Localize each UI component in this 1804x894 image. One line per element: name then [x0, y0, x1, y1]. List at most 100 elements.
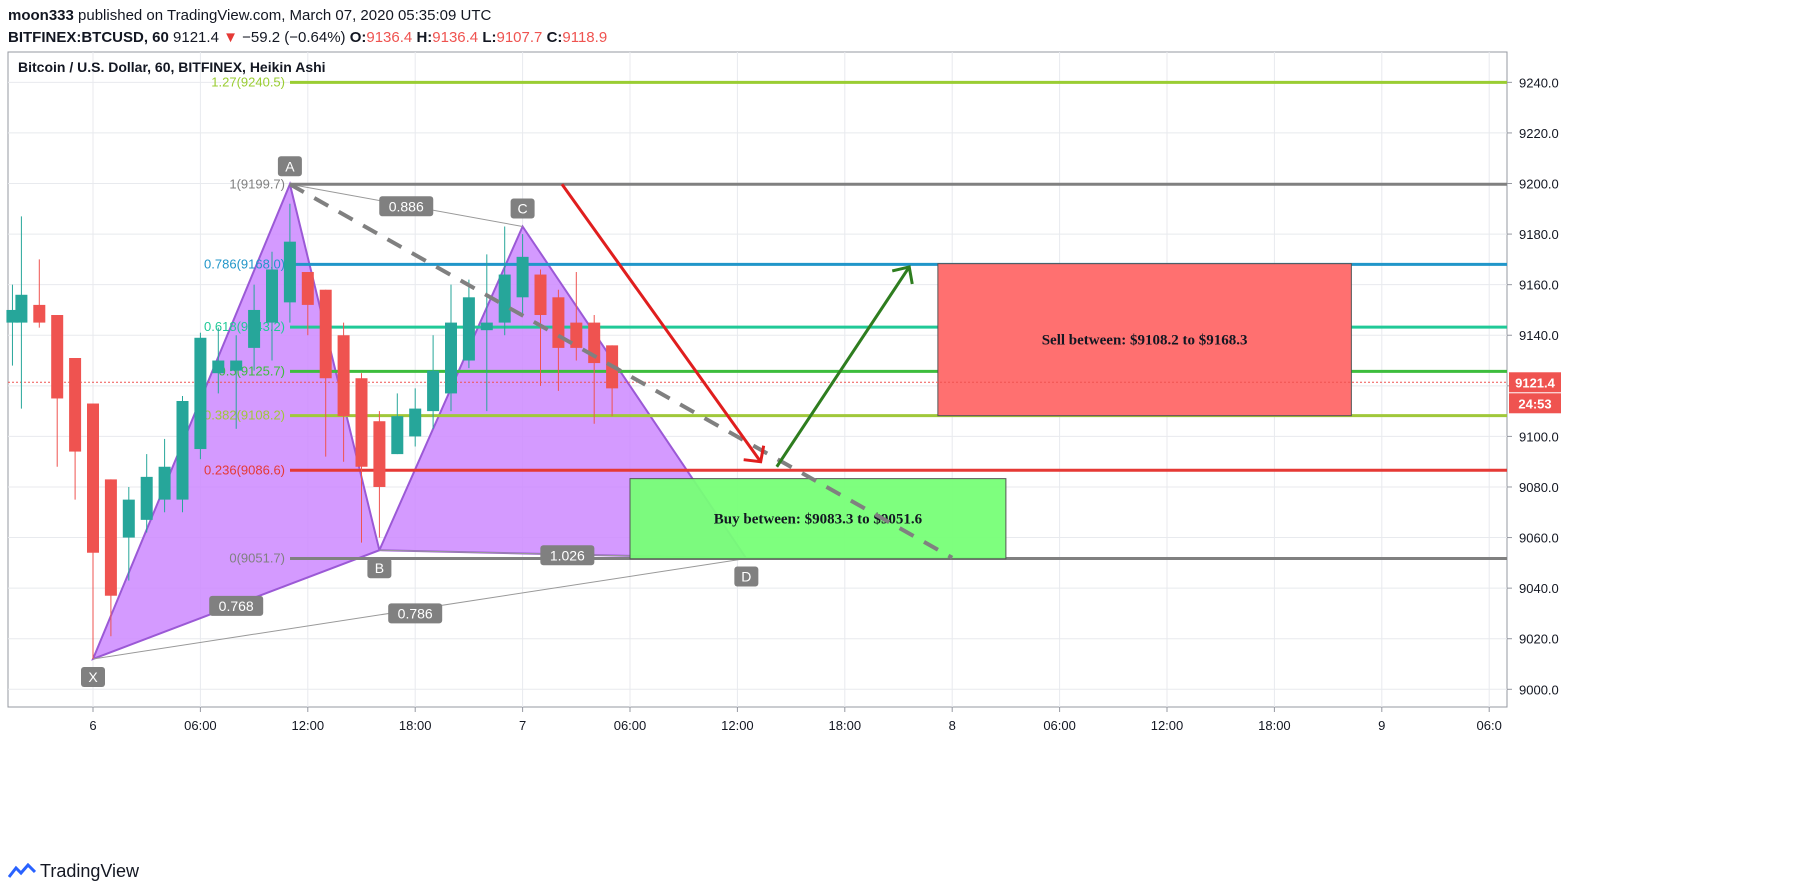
up-arrow-line [775, 266, 911, 468]
symbol: BITFINEX:BTCUSD, 60 [8, 29, 169, 46]
candle-body[interactable] [409, 408, 422, 437]
candle-body[interactable] [480, 322, 493, 331]
x-tick-label: 06:00 [1043, 718, 1076, 733]
x-tick-label: 06:00 [184, 718, 217, 733]
candle-body[interactable] [122, 499, 135, 538]
x-tick-label: 12:00 [292, 718, 325, 733]
candle-body[interactable] [337, 335, 350, 417]
ratio-0-786-label: 0.786 [398, 605, 433, 621]
candle-body[interactable] [51, 315, 64, 399]
last-price-badge [1509, 372, 1561, 393]
y-tick-label: 9040.0 [1519, 581, 1559, 596]
high-label: H: [416, 29, 433, 46]
down-arrow-line [560, 183, 762, 463]
fib-label-0.786: 0.786(9168.0) [204, 256, 285, 271]
candle-body[interactable] [391, 416, 404, 455]
y-tick-label: 9060.0 [1519, 531, 1559, 546]
up-arrow-head [891, 265, 914, 285]
candle-body[interactable] [212, 360, 225, 374]
fib-label-0.382: 0.382(9108.2) [204, 408, 285, 423]
symbol-info: BITFINEX:BTCUSD, 60 9121.4 ▼ −59.2 (−0.6… [8, 29, 607, 46]
point-c-label-bg [510, 198, 535, 219]
tradingview-logo-icon [8, 862, 36, 878]
x-tick-label: 7 [519, 718, 526, 733]
candle-body[interactable] [248, 309, 261, 348]
countdown-badge-text: 24:53 [1518, 396, 1551, 411]
candle-body[interactable] [104, 479, 117, 596]
last-price-badge-text: 9121.4 [1515, 375, 1556, 390]
y-tick-label: 9180.0 [1519, 227, 1559, 242]
candle-body[interactable] [158, 466, 171, 500]
x-tick-label: 12:00 [1151, 718, 1184, 733]
x-tick-label: 6 [89, 718, 96, 733]
point-x-label-bg [81, 666, 105, 687]
x-tick-label: 18:00 [829, 718, 862, 733]
close-value: 9118.9 [562, 29, 608, 46]
y-tick-label: 9240.0 [1519, 75, 1559, 90]
candle-body[interactable] [15, 294, 28, 323]
candle-body[interactable] [462, 297, 475, 361]
ratio-1-026-label: 1.026 [550, 547, 585, 563]
ratio-0-886-label: 0.886 [389, 198, 424, 214]
candle-body[interactable] [534, 274, 547, 316]
ratio-0-786-label-bg [388, 603, 443, 624]
ad-dashed-line [288, 182, 954, 560]
candle-body[interactable] [427, 370, 440, 412]
y-tick-label: 9000.0 [1519, 682, 1559, 697]
fib-label-0.5: 0.5(9125.7) [219, 363, 286, 378]
x-tick-label: 9 [1378, 718, 1385, 733]
candle-body[interactable] [301, 272, 314, 305]
y-tick-label: 9140.0 [1519, 328, 1559, 343]
x-tick-label: 18:00 [399, 718, 432, 733]
y-tick-label: 9220.0 [1519, 126, 1559, 141]
candle-body[interactable] [176, 400, 189, 500]
point-d-label-bg [734, 566, 759, 587]
candle-body[interactable] [266, 269, 278, 323]
candle-body[interactable] [516, 256, 529, 298]
open-label: O: [349, 29, 367, 46]
candle-body[interactable] [87, 403, 99, 553]
sell-zone[interactable] [937, 263, 1352, 417]
x-tick-label: 8 [949, 718, 956, 733]
x-tick-label: 06:0 [1477, 718, 1502, 733]
candle-body[interactable] [69, 358, 82, 452]
point-b-label: B [375, 560, 384, 576]
candle-body[interactable] [319, 289, 332, 379]
point-a-label-bg [277, 156, 302, 177]
y-tick-label: 9160.0 [1519, 278, 1559, 293]
candle-body[interactable] [498, 274, 511, 323]
candle-body[interactable] [194, 337, 207, 450]
candle-body[interactable] [230, 360, 243, 371]
candle-body[interactable] [33, 304, 46, 323]
price-change: −59.2 (−0.64%) [242, 29, 346, 46]
candle-body[interactable] [373, 421, 386, 487]
candle-body[interactable] [570, 322, 583, 348]
candle-body[interactable] [140, 476, 153, 520]
low-value: 9107.7 [496, 29, 543, 46]
high-value: 9136.4 [432, 29, 479, 46]
ratio-0-768-label: 0.768 [219, 598, 254, 614]
x-tick-label: 12:00 [721, 718, 754, 733]
author-name[interactable]: moon333 [8, 7, 74, 24]
fib-label-0.236: 0.236(9086.6) [204, 462, 285, 477]
buy-zone-label: Buy between: $9083.3 to $9051.6 [714, 512, 923, 528]
point-x-label: X [88, 669, 98, 685]
down-arrow-head [743, 445, 766, 464]
legend-title: Bitcoin / U.S. Dollar, 60, BITFINEX, Hei… [18, 59, 326, 75]
y-tick-label: 9080.0 [1519, 480, 1559, 495]
point-b-label-bg [367, 558, 392, 579]
published-text: published on TradingView.com, March 07, … [78, 7, 492, 24]
candle-body[interactable] [283, 241, 296, 303]
fib-label-0: 0(9051.7) [229, 551, 285, 566]
x-tick-label: 18:00 [1258, 718, 1291, 733]
fib-label-1.27: 1.27(9240.5) [211, 74, 285, 89]
ratio-0-886-label-bg [379, 196, 434, 217]
ratio-1-026-label-bg [540, 545, 595, 566]
publish-info: moon333 published on TradingView.com, Ma… [8, 7, 491, 24]
tradingview-footer[interactable]: TradingView [8, 861, 139, 882]
candle-body[interactable] [445, 322, 457, 394]
buy-zone[interactable] [629, 478, 1007, 560]
tradingview-brand: TradingView [40, 861, 140, 881]
candle-body[interactable] [355, 378, 368, 467]
